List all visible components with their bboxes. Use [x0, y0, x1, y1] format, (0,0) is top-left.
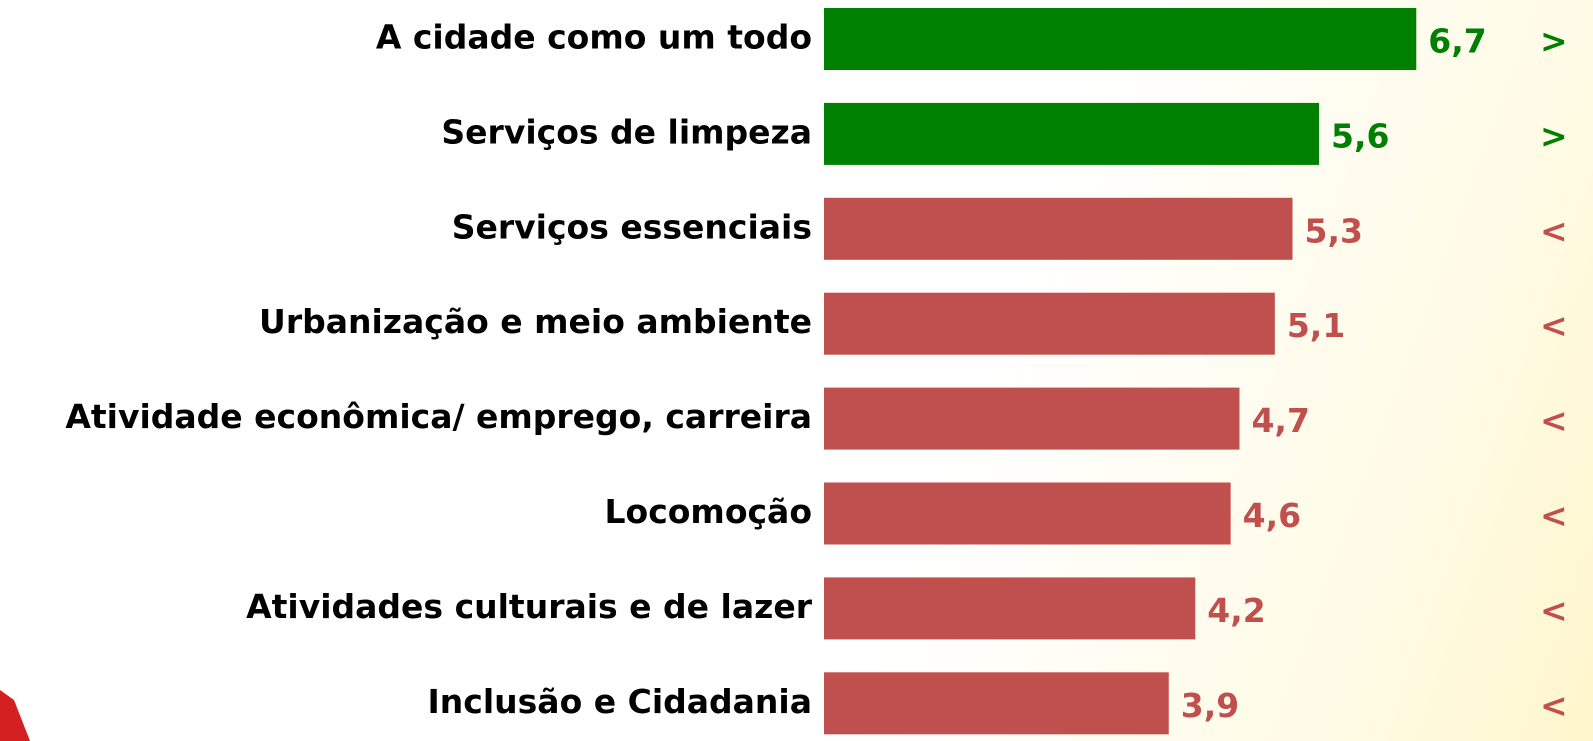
category-label: Serviços essenciais: [452, 207, 812, 246]
bar: [824, 672, 1169, 735]
value-label: 4,6: [1243, 496, 1301, 535]
value-label: 6,7: [1428, 22, 1486, 61]
category-label: A cidade como um todo: [376, 18, 812, 57]
indicator: <: [1540, 211, 1568, 250]
bar: [824, 577, 1196, 640]
indicator: <: [1540, 686, 1568, 725]
value-label: 3,9: [1181, 686, 1239, 725]
category-label: Urbanização e meio ambiente: [259, 302, 812, 341]
indicator: <: [1540, 496, 1568, 535]
category-label: Inclusão e Cidadania: [428, 682, 812, 721]
category-label: Locomoção: [605, 492, 813, 531]
indicator: <: [1540, 306, 1568, 345]
indicator: >: [1540, 116, 1568, 155]
bar: [824, 197, 1293, 260]
bar: [824, 387, 1240, 450]
category-label: Serviços de limpeza: [441, 112, 812, 151]
bar: [824, 102, 1320, 165]
value-label: 5,1: [1287, 306, 1345, 345]
indicator: <: [1540, 591, 1568, 630]
value-label: 4,2: [1207, 591, 1265, 630]
category-label: Atividades culturais e de lazer: [246, 587, 813, 626]
value-label: 5,6: [1331, 116, 1389, 155]
value-label: 4,7: [1251, 401, 1309, 440]
decoration: [0, 690, 30, 741]
bar: [824, 8, 1417, 70]
bar: [824, 482, 1231, 545]
value-label: 5,3: [1305, 211, 1363, 250]
indicator: <: [1540, 401, 1568, 440]
bar: [824, 292, 1275, 355]
category-label: Atividade econômica/ emprego, carreira: [65, 397, 812, 436]
indicator: >: [1540, 22, 1568, 61]
